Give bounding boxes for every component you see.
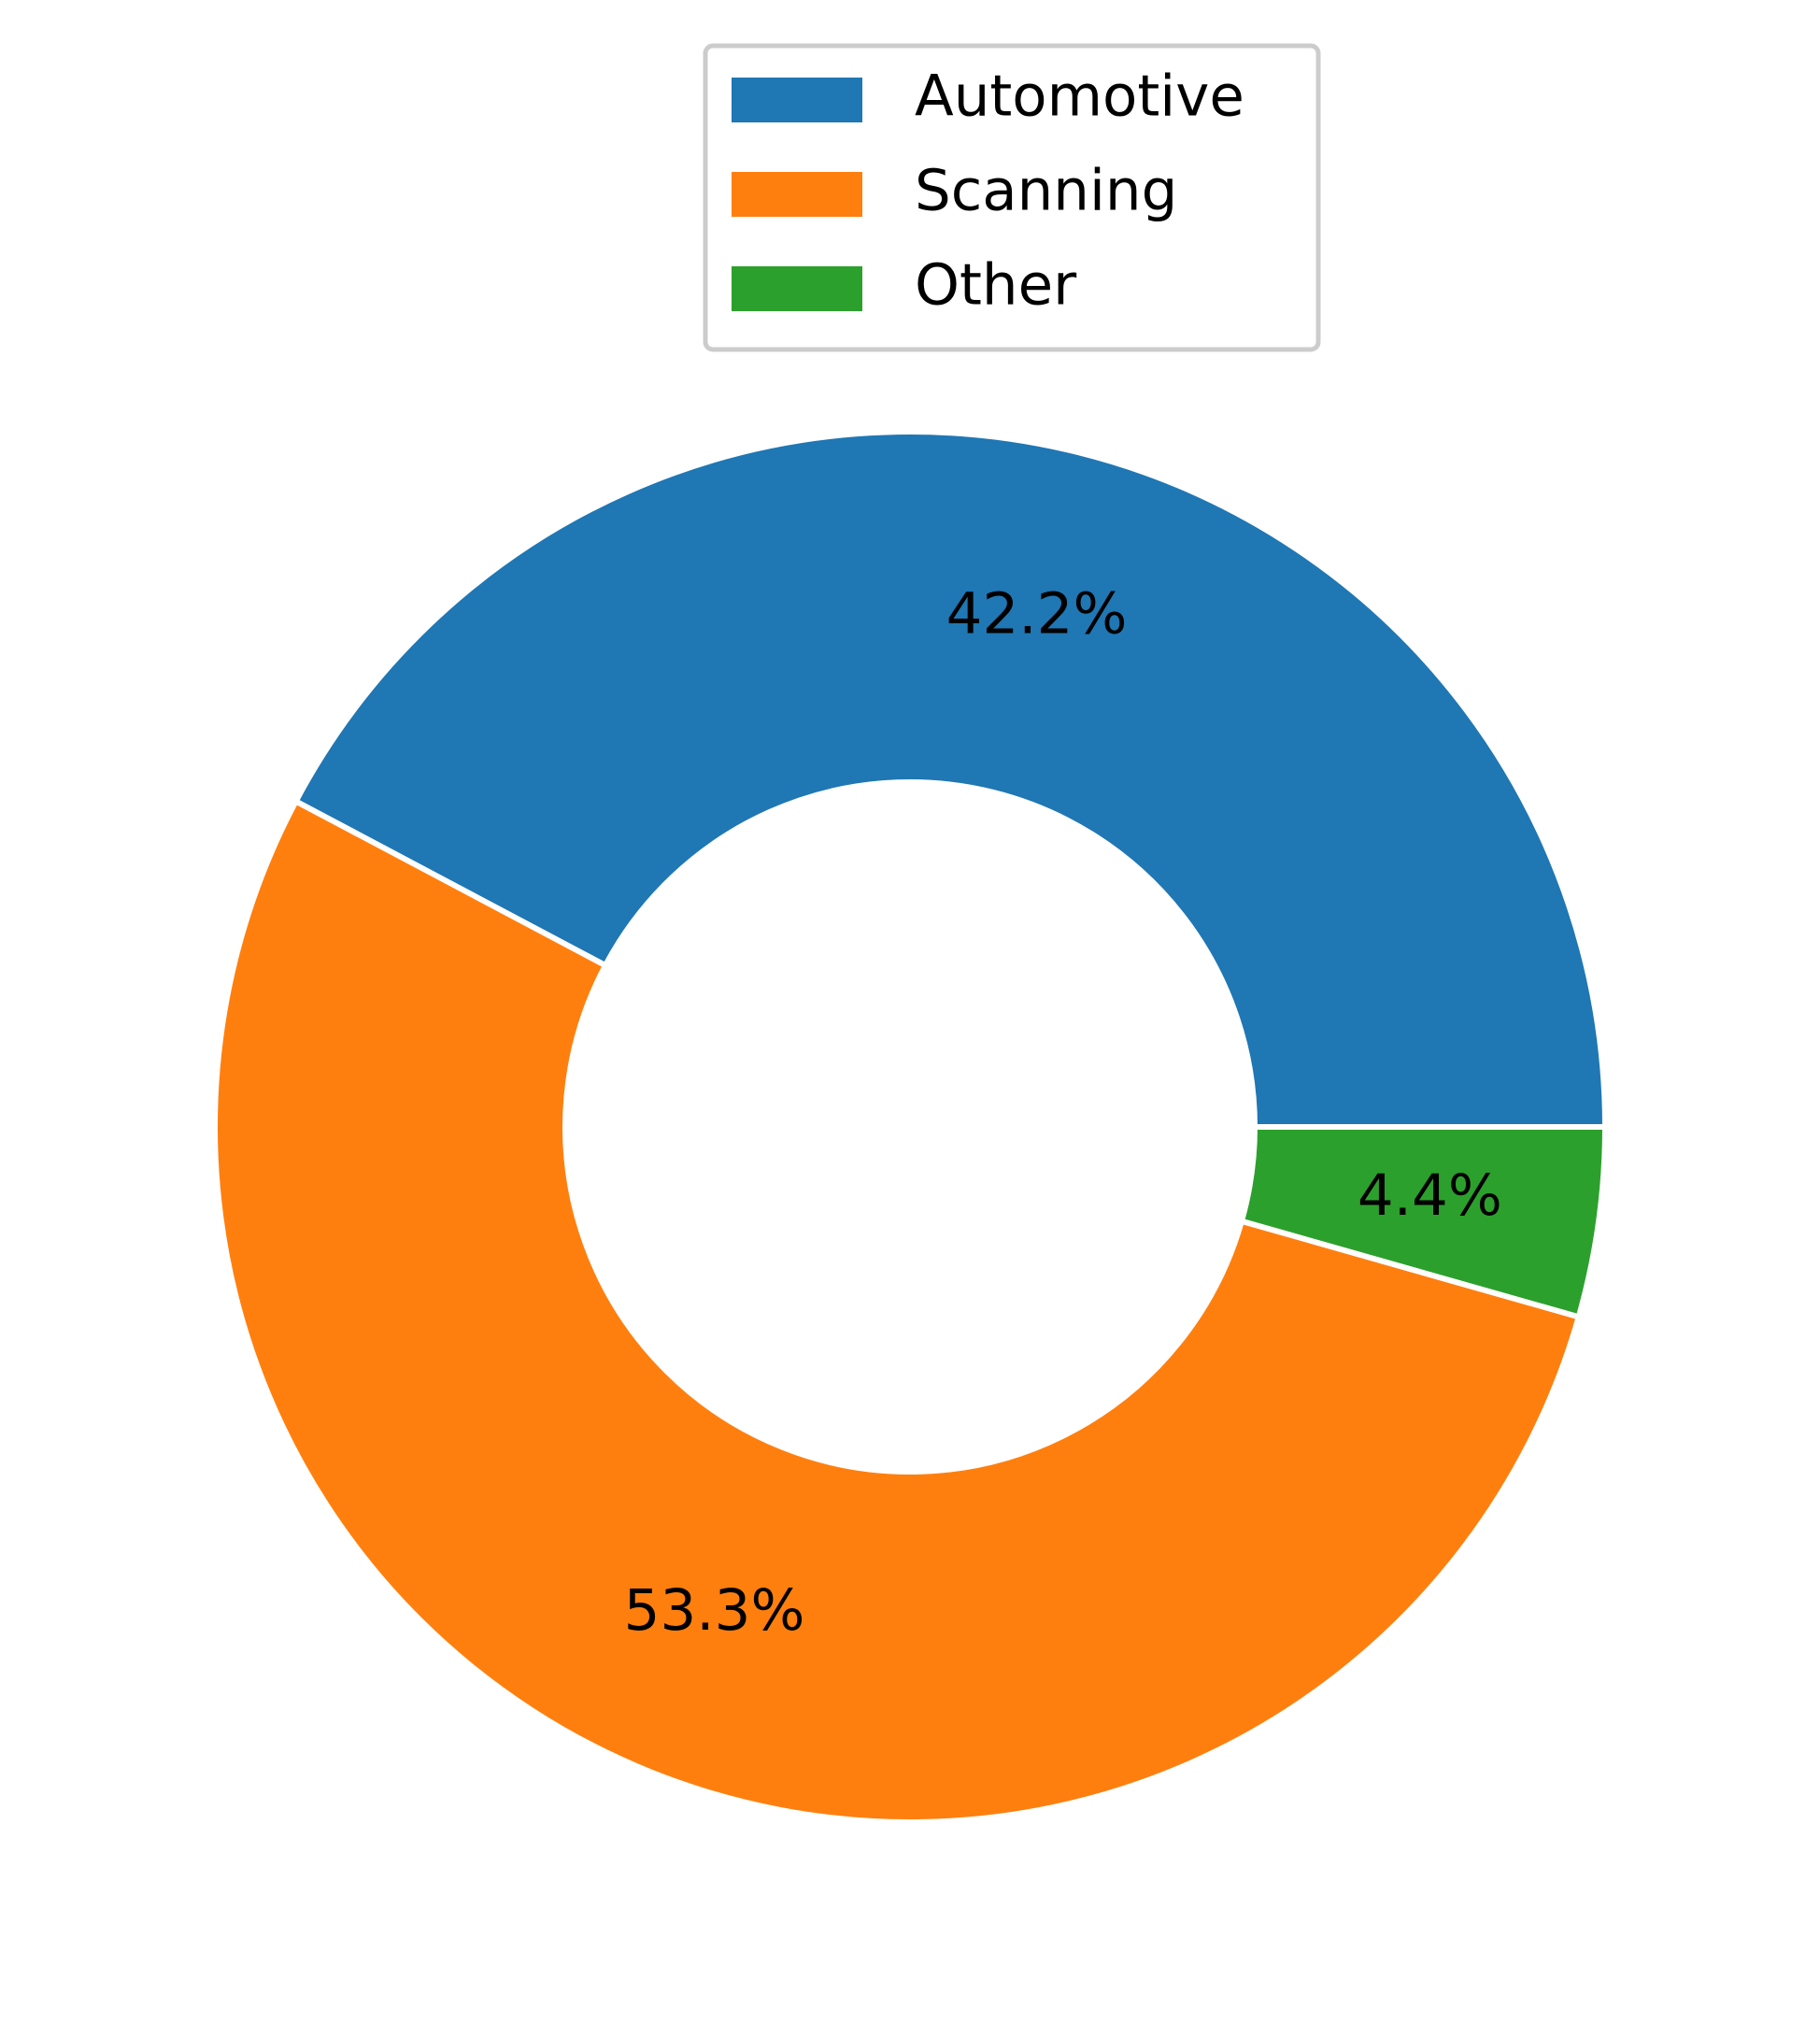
value-label: 53.3% — [624, 1577, 805, 1644]
slice — [211, 797, 1583, 1825]
value-label: 42.2% — [946, 580, 1128, 647]
slice — [1238, 1124, 1609, 1320]
legend-label: Other — [915, 252, 1077, 319]
legend-label: Automotive — [915, 64, 1244, 130]
legend-swatch — [732, 172, 862, 217]
value-label: 4.4% — [1358, 1162, 1502, 1229]
legend-swatch — [732, 266, 862, 311]
legend-swatch — [732, 78, 862, 122]
legend-label: Scanning — [915, 158, 1177, 224]
slice — [291, 429, 1609, 1130]
